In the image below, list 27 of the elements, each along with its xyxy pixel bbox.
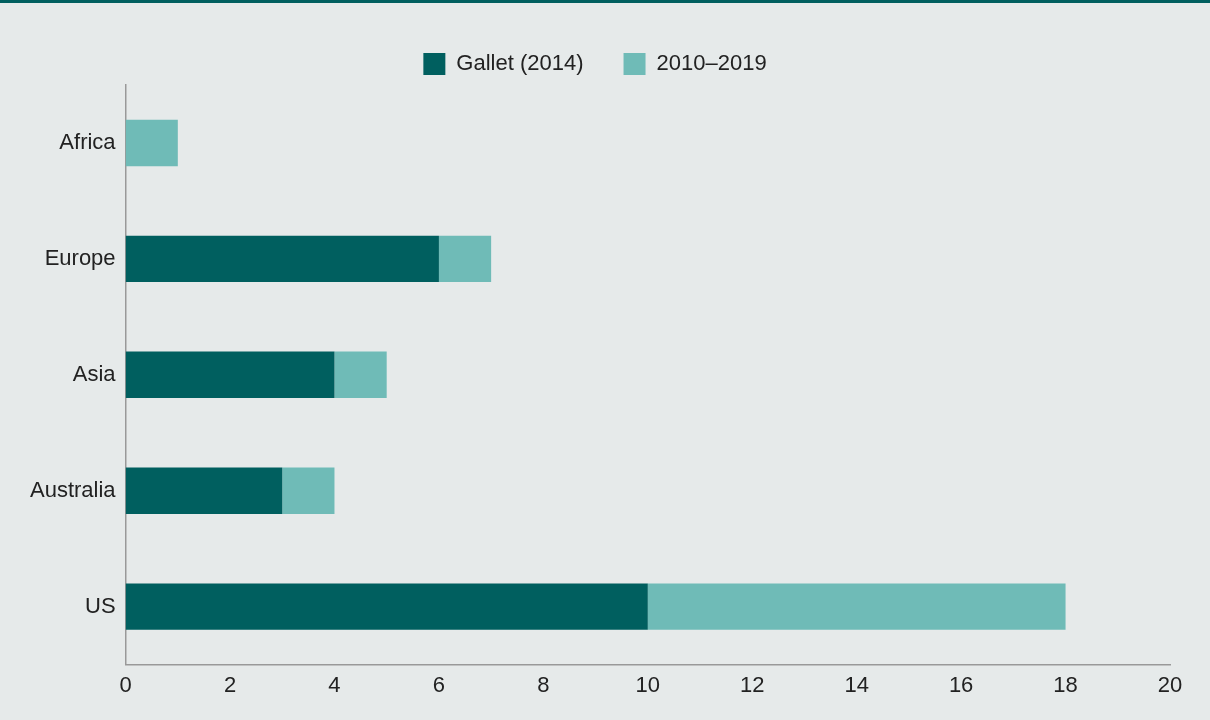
x-tick-label: 12: [740, 671, 765, 697]
y-tick-label: Asia: [72, 360, 117, 386]
bar: [438, 235, 492, 283]
x-tick-label: 16: [948, 671, 974, 697]
y-tick-label: US: [85, 592, 116, 618]
y-tick-label: Africa: [59, 129, 117, 155]
legend-label: 2010–2019: [656, 50, 767, 76]
bar: [125, 119, 178, 167]
x-tick-label: 2: [223, 671, 237, 697]
bar: [125, 235, 439, 283]
bar: [125, 467, 283, 514]
x-tick-label: 0: [119, 671, 132, 697]
bar: [125, 351, 335, 398]
x-tick-label: 8: [537, 671, 550, 697]
bar: [125, 583, 648, 630]
legend-label: Gallet (2014): [456, 50, 584, 76]
bar: [647, 583, 1066, 630]
bar: [282, 467, 335, 514]
y-tick-label: Australia: [30, 476, 117, 502]
y-tick-label: Europe: [44, 244, 116, 270]
x-tick-label: 4: [328, 671, 341, 697]
x-tick-label: 14: [844, 671, 869, 697]
x-tick-label: 20: [1157, 671, 1183, 697]
bar: [334, 351, 387, 398]
x-tick-label: 6: [432, 671, 446, 697]
x-tick-label: 18: [1053, 671, 1078, 697]
x-tick-label: 10: [635, 671, 661, 697]
